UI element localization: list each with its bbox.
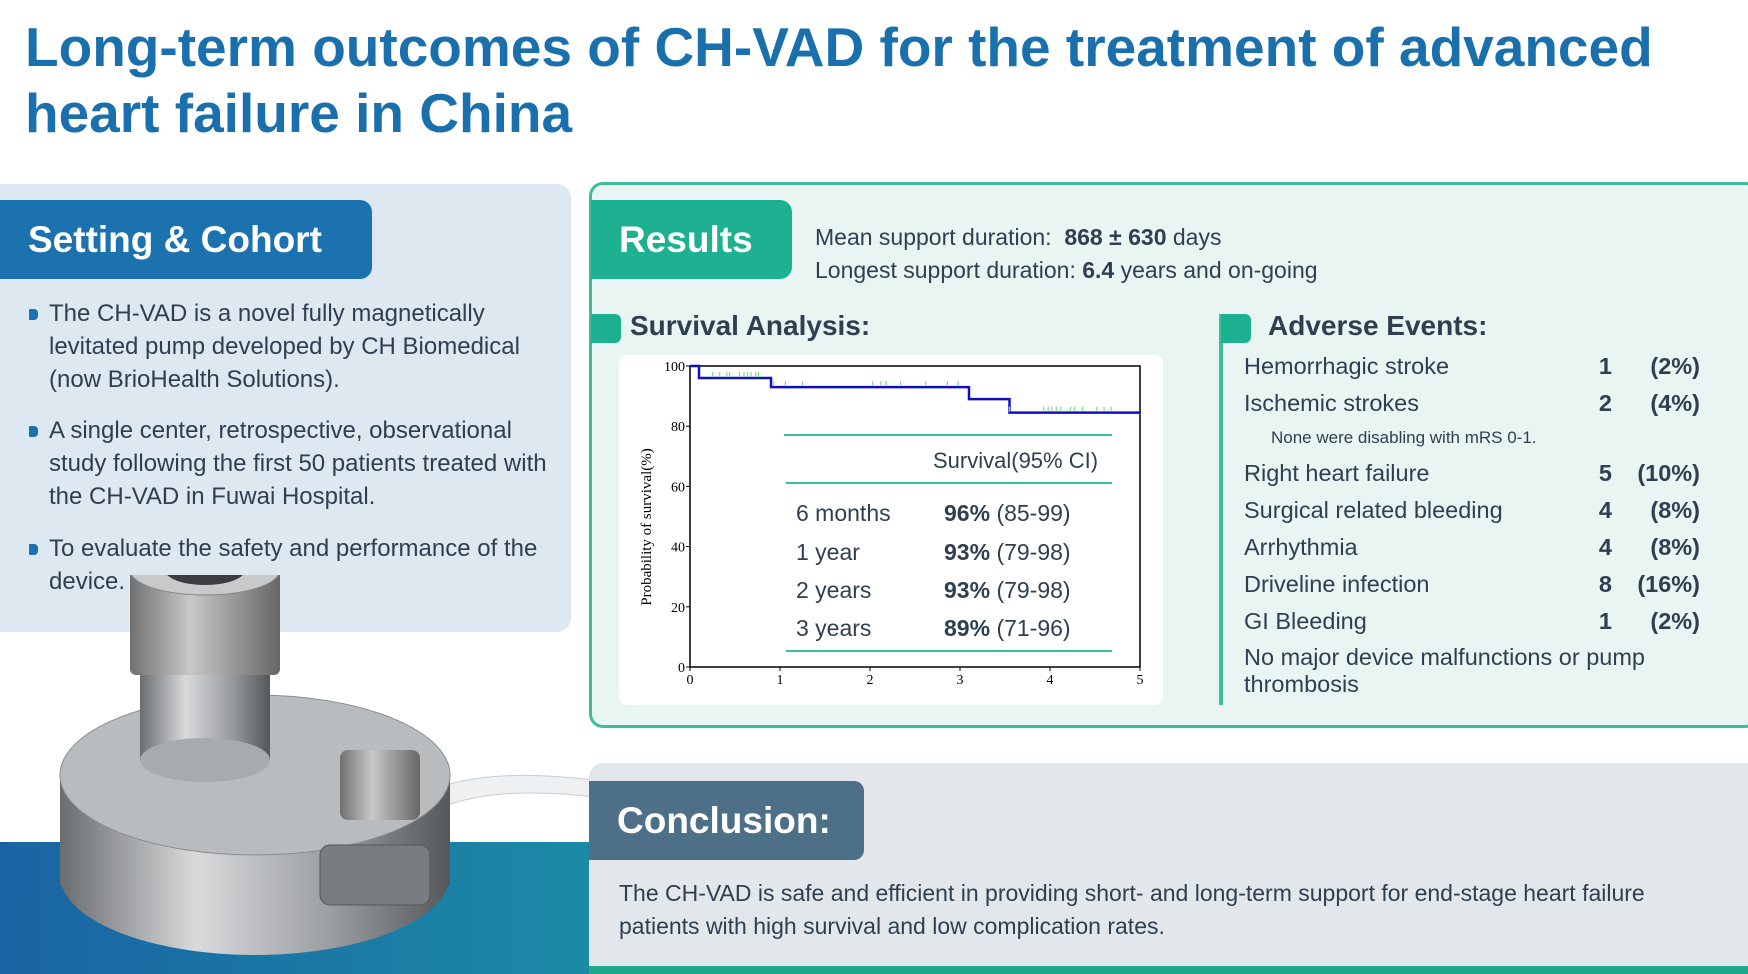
y-tick-label: 80 — [671, 420, 685, 435]
adverse-event-count: 1 — [1598, 353, 1612, 379]
adverse-event-percent: (2%) — [1650, 353, 1700, 379]
y-axis-label: Probability of survival(%) — [639, 448, 655, 605]
adverse-event-count: 5 — [1598, 460, 1612, 486]
y-tick-label: 40 — [671, 541, 685, 556]
conclusion-heading: Conclusion: — [589, 781, 864, 860]
mean-support: Mean support duration: 868 ± 630 days — [815, 224, 1221, 251]
table-header: Survival(95% CI) — [933, 448, 1099, 473]
adverse-event-row: Driveline infection 8 (16%) — [1244, 571, 1700, 598]
adverse-event-row: Ischemic strokes 2 (4%) — [1244, 390, 1700, 417]
survival-percent: 93% — [944, 539, 991, 565]
adverse-footer: No major device malfunctions or pump thr… — [1244, 644, 1645, 697]
table-bottom-rule — [786, 650, 1112, 652]
x-tick-label: 3 — [957, 673, 964, 688]
y-tick-label: 20 — [671, 601, 685, 616]
adverse-event-percent: (8%) — [1650, 534, 1700, 560]
adverse-event-row: Hemorrhagic stroke 1 (2%) — [1244, 353, 1700, 380]
adverse-event-row: Surgical related bleeding 4 (8%) — [1244, 497, 1700, 524]
survival-row-value: 96% (85-99) — [944, 500, 1071, 527]
survival-percent: 89% — [944, 615, 991, 641]
survival-row-label: 1 year — [796, 539, 860, 565]
bullet-1: The CH-VAD is a novel fully magnetically… — [29, 297, 569, 396]
bullet-3: To evaluate the safety and performance o… — [29, 532, 569, 598]
longest-unit: years and on-going — [1120, 257, 1318, 283]
survival-row-value: 93% (79-98) — [944, 539, 1071, 566]
adverse-event-percent: (10%) — [1637, 460, 1700, 486]
adverse-event-row: Right heart failure 5 (10%) — [1244, 460, 1700, 487]
survival-ci: (79-98) — [996, 539, 1071, 565]
adverse-event-label: GI Bleeding — [1244, 608, 1367, 634]
longest-label: Longest support duration: — [815, 257, 1076, 283]
adverse-divider — [1219, 314, 1223, 705]
adverse-event-label: Ischemic strokes — [1244, 390, 1419, 416]
survival-row-value: 93% (79-98) — [944, 577, 1071, 604]
survival-row-label: 6 months — [796, 500, 891, 526]
table-header-rule — [786, 482, 1112, 484]
y-tick-label: 100 — [664, 360, 685, 375]
survival-row-label: 2 years — [796, 577, 872, 603]
survival-ci: (85-99) — [996, 500, 1071, 526]
pump-device-image — [59, 575, 595, 955]
survival-chart: Probability of survival(%) 0 20 40 60 80 100 0… — [639, 360, 1144, 688]
adverse-marker — [1221, 314, 1251, 343]
results-heading: Results — [591, 200, 792, 279]
bullet-2: A single center, retrospective, observat… — [29, 414, 569, 513]
adverse-event-label: Driveline infection — [1244, 571, 1430, 597]
x-tick-label: 2 — [867, 673, 874, 688]
adverse-event-count: 8 — [1598, 571, 1612, 597]
survival-percent: 93% — [944, 577, 991, 603]
conclusion-text: The CH-VAD is safe and efficient in prov… — [619, 880, 1645, 939]
adverse-event-count: 4 — [1598, 497, 1612, 523]
adverse-event-count: 2 — [1598, 390, 1612, 416]
plot-frame — [689, 365, 1141, 668]
setting-heading: Setting & Cohort — [0, 200, 372, 279]
survival-percent: 96% — [944, 500, 991, 526]
adverse-heading: Adverse Events: — [1268, 310, 1488, 341]
adverse-event-row: Arrhythmia 4 (8%) — [1244, 534, 1700, 561]
table-top-rule — [784, 434, 1112, 436]
survival-ci: (71-96) — [996, 615, 1071, 641]
survival-heading: Survival Analysis: — [630, 310, 871, 341]
adverse-event-percent: (4%) — [1650, 390, 1700, 416]
adverse-event-count: 4 — [1598, 534, 1612, 560]
poster-title: Long-term outcomes of CH-VAD for the tre… — [25, 16, 1653, 144]
survival-ci: (79-98) — [996, 577, 1071, 603]
adverse-event-row: GI Bleeding 1 (2%) — [1244, 608, 1700, 635]
stroke-note: None were disabling with mRS 0-1. — [1271, 428, 1537, 447]
survival-row-label: 3 years — [796, 615, 872, 641]
adverse-event-label: Arrhythmia — [1244, 534, 1358, 560]
survival-row-value: 89% (71-96) — [944, 615, 1071, 642]
y-tick-label: 0 — [678, 661, 685, 676]
adverse-event-count: 1 — [1598, 608, 1612, 634]
adverse-event-percent: (8%) — [1650, 497, 1700, 523]
longest-value: 6.4 — [1082, 257, 1115, 283]
adverse-event-label: Hemorrhagic stroke — [1244, 353, 1450, 379]
adverse-event-label: Surgical related bleeding — [1244, 497, 1503, 523]
mean-unit: days — [1172, 224, 1222, 250]
y-tick-label: 60 — [671, 480, 685, 495]
mean-label: Mean support duration: — [815, 224, 1052, 250]
mean-value: 868 ± 630 — [1064, 224, 1167, 250]
x-tick-label: 5 — [1137, 673, 1144, 688]
survival-marker — [591, 314, 621, 343]
longest-support: Longest support duration: 6.4 years and … — [815, 257, 1318, 284]
adverse-event-percent: (16%) — [1637, 571, 1700, 597]
x-tick-label: 1 — [777, 673, 784, 688]
adverse-event-label: Right heart failure — [1244, 460, 1430, 486]
x-tick-label: 0 — [687, 673, 694, 688]
x-tick-label: 4 — [1047, 673, 1054, 688]
adverse-event-percent: (2%) — [1650, 608, 1700, 634]
survival-curve — [690, 364, 1140, 414]
